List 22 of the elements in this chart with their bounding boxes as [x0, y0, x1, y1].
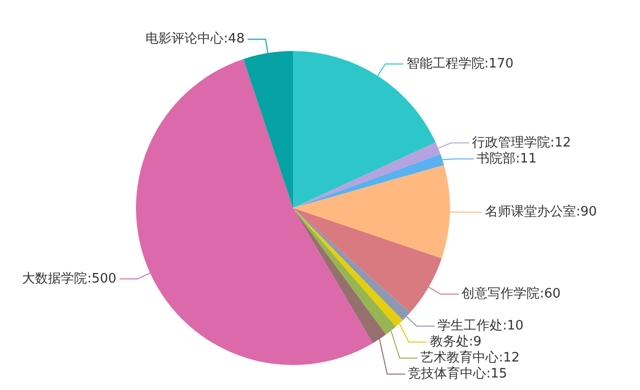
data-label: :12 — [550, 135, 572, 150]
slice-label: 行政管理学院 — [472, 135, 550, 150]
slice-label: 创意写作学院 — [462, 286, 540, 302]
slice-label: 大数据学院 — [22, 271, 88, 286]
slice-label: 电影评论中心 — [146, 30, 224, 47]
slice-label: 名师课堂办公室 — [484, 204, 576, 220]
data-label: :12 — [498, 350, 520, 366]
slice-label: 教务处 — [430, 334, 469, 350]
slice-label: 书院部 — [476, 151, 516, 166]
data-label: :11 — [516, 151, 537, 166]
data-label: :10 — [502, 318, 524, 334]
data-label: :170 — [484, 56, 514, 72]
data-label: :15 — [486, 366, 508, 382]
slice-label: 竞技体育中心 — [408, 366, 486, 382]
data-label: :60 — [540, 286, 561, 302]
data-label: :9 — [468, 334, 482, 350]
slice-label: 学生工作处 — [438, 318, 503, 334]
data-label: :48 — [224, 32, 245, 47]
slice-label: 艺术教育中心 — [420, 350, 499, 366]
data-label: :90 — [576, 204, 597, 220]
data-label: :500 — [87, 271, 116, 286]
slice-label: 智能工程学院 — [406, 56, 484, 72]
